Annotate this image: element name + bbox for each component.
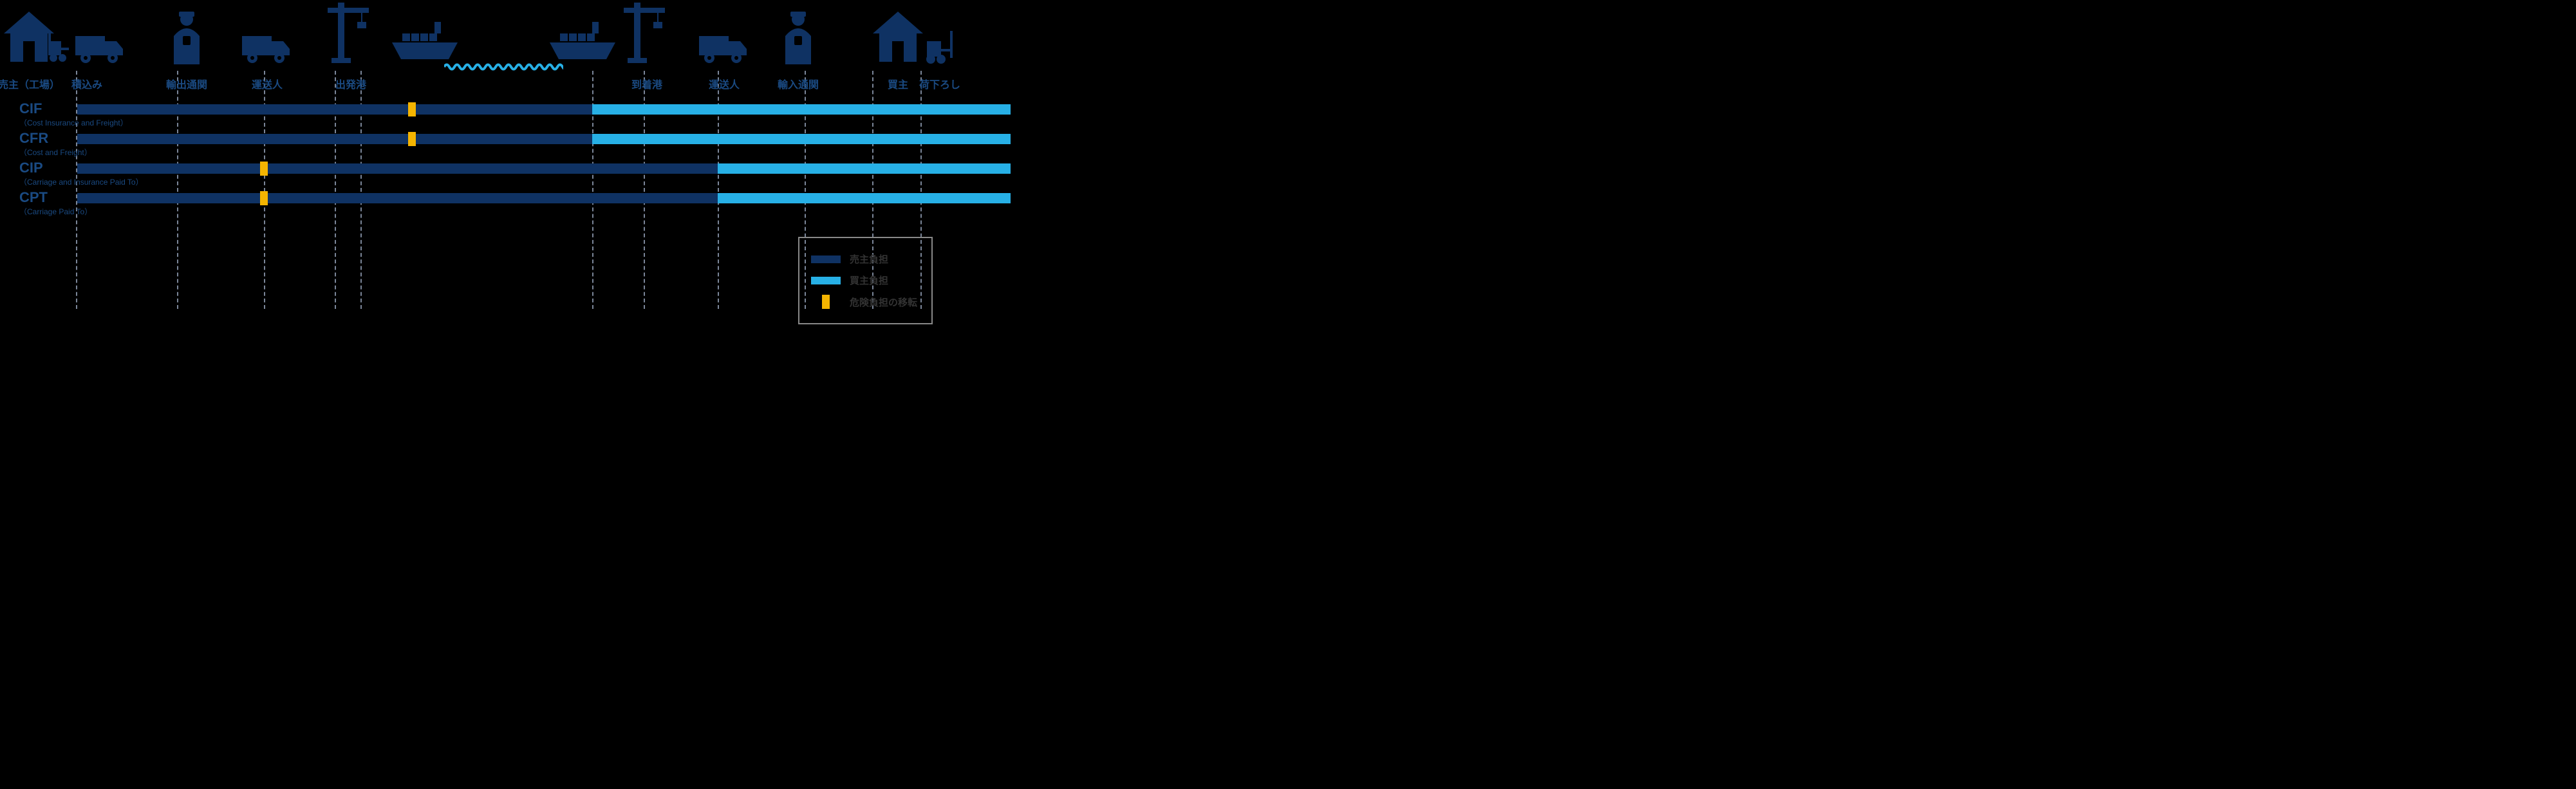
ship-icon xyxy=(389,19,460,64)
customs-officer-icon xyxy=(779,10,817,64)
legend-item: 危険負担の移転 xyxy=(811,291,917,313)
stage-label-arrive: 到着港 xyxy=(631,76,662,91)
term-row: CIF（Cost Insurance and Freight） xyxy=(19,104,1011,117)
stage-icon-ship_l xyxy=(386,0,463,64)
forklift-icon xyxy=(920,28,959,64)
stage-icon-export xyxy=(148,0,225,64)
term-code: CFR xyxy=(19,130,48,147)
buyer-bar xyxy=(718,163,1011,174)
legend-swatch-marker xyxy=(822,295,830,309)
stage-icon-carrier2 xyxy=(686,0,763,64)
stage-label-buyer: 買主 xyxy=(888,76,908,91)
term-row: CPT（Carriage Paid To） xyxy=(19,193,1011,206)
stage-label-loading: 積込み xyxy=(71,76,102,91)
stage-label-carrier1: 運送人 xyxy=(252,76,283,91)
stage-label-export: 輸出通関 xyxy=(166,76,207,91)
legend-item: 買主負担 xyxy=(811,270,917,291)
stage-icon-loading xyxy=(48,0,126,64)
risk-marker xyxy=(408,102,416,116)
stage-icon-unload xyxy=(901,0,978,64)
stage-label-depart: 出発港 xyxy=(335,76,366,91)
crane-icon xyxy=(328,3,374,64)
legend-label: 買主負担 xyxy=(850,274,888,287)
stage-icon-arrive xyxy=(608,0,686,64)
term-code: CIP xyxy=(19,160,43,176)
ship-icon xyxy=(547,19,618,64)
legend-label: 危険負担の移転 xyxy=(850,295,917,309)
buyer-bar xyxy=(718,193,1011,203)
stage-label-import: 輸入通関 xyxy=(778,76,819,91)
legend: 売主負担買主負担危険負担の移転 xyxy=(798,237,933,324)
risk-marker xyxy=(260,191,268,205)
buyer-bar xyxy=(592,134,1011,144)
term-code: CPT xyxy=(19,189,48,206)
risk-marker xyxy=(408,132,416,146)
stage-label-seller: 売主（工場） xyxy=(0,76,60,91)
legend-swatch-line xyxy=(811,255,841,263)
seller-bar xyxy=(77,104,592,115)
truck-icon xyxy=(699,31,749,64)
truck-icon xyxy=(242,31,292,64)
legend-item: 売主負担 xyxy=(811,248,917,270)
stage-icon-import xyxy=(760,0,837,64)
stage-icon-depart xyxy=(312,0,389,64)
stage-label-unload: 荷下ろし xyxy=(919,76,960,91)
term-subtitle: （Cost Insurance and Freight） xyxy=(19,117,128,128)
term-subtitle: （Carriage Paid To） xyxy=(19,206,92,217)
seller-bar xyxy=(77,134,592,144)
legend-label: 売主負担 xyxy=(850,252,888,266)
term-subtitle: （Carriage and Insurance Paid To） xyxy=(19,176,144,187)
seller-bar xyxy=(77,163,718,174)
customs-officer-icon xyxy=(167,10,206,64)
term-row: CIP（Carriage and Insurance Paid To） xyxy=(19,163,1011,176)
stage-label-carrier2: 運送人 xyxy=(709,76,740,91)
term-subtitle: （Cost and Freight） xyxy=(19,147,92,158)
buyer-bar xyxy=(592,104,1011,115)
stage-icon-carrier1 xyxy=(229,0,306,64)
term-row: CFR（Cost and Freight） xyxy=(19,134,1011,147)
risk-marker xyxy=(260,162,268,176)
term-code: CIF xyxy=(19,100,42,117)
seller-bar xyxy=(77,193,718,203)
crane-icon xyxy=(624,3,670,64)
loading-icon xyxy=(48,26,126,64)
legend-swatch-line xyxy=(811,277,841,284)
